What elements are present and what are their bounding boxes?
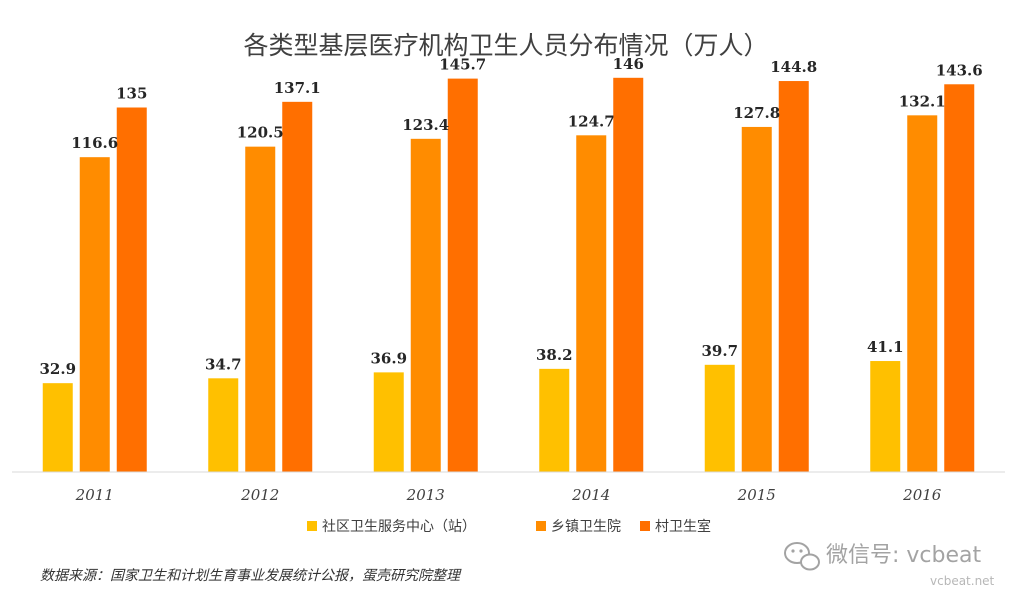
bar-2012-series-2 xyxy=(245,146,276,472)
bar-2012-series-3 xyxy=(282,101,313,472)
x-tick-2016: 2016 xyxy=(902,486,942,504)
data-label-2011-series-3: 135 xyxy=(116,85,147,103)
x-tick-2014: 2014 xyxy=(571,486,610,504)
x-tick-2013: 2013 xyxy=(406,486,445,504)
data-label-2013-series-1: 36.9 xyxy=(370,349,407,367)
data-label-2013-series-2: 123.4 xyxy=(402,116,449,134)
bars-group xyxy=(42,77,975,473)
x-tick-2015: 2015 xyxy=(737,486,776,504)
bar-2011-series-2 xyxy=(79,157,110,472)
data-label-2014-series-1: 38.2 xyxy=(536,346,573,364)
watermark-url: vcbeat.net xyxy=(930,574,995,588)
data-label-2011-series-2: 116.6 xyxy=(71,134,118,152)
data-label-2012-series-3: 137.1 xyxy=(274,79,321,97)
data-label-2013-series-3: 145.7 xyxy=(439,56,486,74)
data-label-2012-series-1: 34.7 xyxy=(205,355,242,373)
data-label-2015-series-1: 39.7 xyxy=(701,342,738,360)
legend-label-3: 村卫生室 xyxy=(655,518,711,535)
data-label-2011-series-1: 32.9 xyxy=(39,360,76,378)
bar-2016-series-2 xyxy=(907,115,938,472)
legend: 社区卫生服务中心（站） 乡镇卫生院 村卫生室 xyxy=(307,518,711,535)
bar-2015-series-1 xyxy=(704,364,735,472)
bar-2015-series-2 xyxy=(741,126,772,472)
data-label-2014-series-3: 146 xyxy=(613,55,644,73)
x-tick-labels: 2011 2012 2013 2014 2015 2016 xyxy=(75,486,942,504)
watermark-text: 微信号: vcbeat xyxy=(826,543,982,568)
data-label-2014-series-2: 124.7 xyxy=(568,112,615,130)
watermark: 微信号: vcbeat vcbeat.net xyxy=(784,542,995,588)
bar-2013-series-3 xyxy=(447,78,478,473)
data-label-2015-series-2: 127.8 xyxy=(733,104,780,122)
legend-swatch-3 xyxy=(640,521,650,531)
data-label-2015-series-3: 144.8 xyxy=(770,58,817,76)
data-label-2016-series-1: 41.1 xyxy=(867,338,904,356)
data-label-2016-series-2: 132.1 xyxy=(899,92,946,110)
bar-2015-series-3 xyxy=(778,81,809,472)
bar-2013-series-2 xyxy=(410,138,441,472)
bar-2016-series-3 xyxy=(944,84,975,472)
legend-label-2: 乡镇卫生院 xyxy=(551,519,621,535)
bar-2014-series-2 xyxy=(576,135,607,472)
x-tick-2012: 2012 xyxy=(240,486,279,504)
bar-2014-series-3 xyxy=(613,77,644,473)
legend-label-1: 社区卫生服务中心（站） xyxy=(322,519,476,535)
bar-2016-series-1 xyxy=(870,361,901,472)
bar-2011-series-1 xyxy=(42,383,73,472)
wechat-icon xyxy=(784,542,820,571)
bar-2012-series-1 xyxy=(208,378,239,472)
x-tick-2011: 2011 xyxy=(75,486,114,504)
legend-swatch-2 xyxy=(536,521,546,531)
source-note: 数据来源：国家卫生和计划生育事业发展统计公报，蛋壳研究院整理 xyxy=(40,568,462,584)
chart-title: 各类型基层医疗机构卫生人员分布情况（万人） xyxy=(243,31,768,60)
legend-swatch-1 xyxy=(307,521,317,531)
data-label-2012-series-2: 120.5 xyxy=(237,124,284,142)
value-labels-group: 32.9 116.6 135 34.7 120.5 137.1 36.9 123.4 145.7… xyxy=(39,55,982,378)
bar-2013-series-1 xyxy=(373,372,404,472)
bar-2011-series-3 xyxy=(116,107,147,472)
data-label-2016-series-3: 143.6 xyxy=(936,61,983,79)
bar-2014-series-1 xyxy=(539,368,570,472)
